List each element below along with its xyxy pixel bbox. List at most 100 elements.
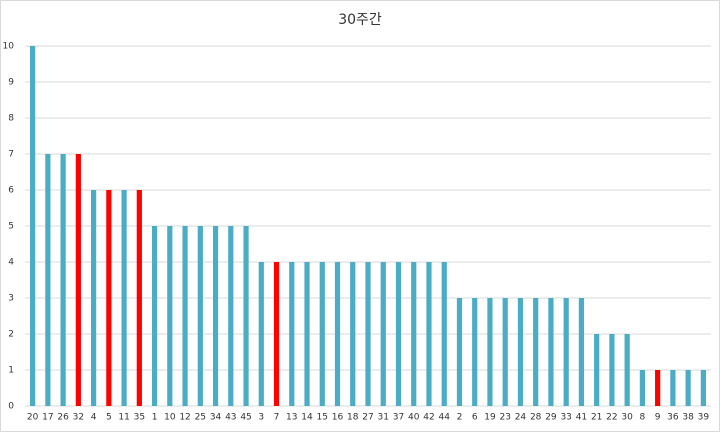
x-tick-label: 6 [472, 413, 478, 423]
bar [456, 298, 463, 406]
bar [258, 262, 264, 406]
bar [91, 190, 97, 406]
y-tick-label: 6 [8, 186, 14, 196]
bar [60, 154, 66, 406]
x-tick-label: 18 [347, 413, 359, 423]
x-tick-label: 24 [515, 413, 527, 423]
x-tick-label: 45 [240, 413, 251, 423]
bar [136, 190, 142, 406]
bar [304, 262, 310, 406]
bar [289, 262, 295, 406]
x-tick-label: 26 [57, 413, 69, 423]
x-tick-label: 7 [274, 413, 280, 423]
x-tick-label: 28 [530, 413, 542, 423]
y-tick-label: 10 [3, 42, 15, 52]
x-tick-label: 44 [438, 413, 450, 423]
x-tick-label: 32 [73, 413, 84, 423]
chart-title: 30주간 [338, 12, 382, 28]
x-tick-label: 9 [655, 413, 661, 423]
x-tick-label: 40 [408, 413, 420, 423]
y-tick-label: 4 [8, 258, 14, 268]
bar [426, 262, 432, 406]
y-tick-label: 2 [8, 330, 14, 340]
x-tick-label: 31 [378, 413, 389, 423]
bar [563, 298, 569, 406]
bar [670, 370, 676, 406]
x-tick-label: 38 [682, 413, 694, 423]
y-tick-label: 0 [8, 402, 14, 412]
x-tick-label: 15 [317, 413, 328, 423]
y-tick-label: 5 [8, 222, 14, 232]
x-tick-label: 35 [134, 413, 145, 423]
bar [609, 334, 615, 406]
bar [578, 298, 585, 406]
x-tick-label: 25 [195, 413, 206, 423]
x-tick-label: 4 [91, 413, 97, 423]
bar [624, 334, 630, 406]
y-tick-label: 1 [8, 366, 14, 376]
bar [243, 226, 249, 406]
x-tick-label: 21 [591, 413, 602, 423]
bar [655, 370, 661, 406]
bar [151, 226, 158, 406]
bar [273, 262, 280, 406]
x-tick-label: 33 [560, 413, 571, 423]
x-tick-label: 30 [621, 413, 633, 423]
y-tick-label: 9 [8, 78, 14, 88]
x-tick-label: 3 [258, 413, 264, 423]
bar [319, 262, 325, 406]
x-tick-label: 27 [362, 413, 373, 423]
y-tick-label: 8 [8, 114, 14, 124]
bar [334, 262, 341, 406]
bar [441, 262, 447, 406]
x-tick-label: 34 [210, 413, 222, 423]
x-tick-label: 14 [301, 413, 313, 423]
x-tick-label: 17 [42, 413, 53, 423]
bar [533, 298, 539, 406]
x-tick-label: 39 [698, 413, 710, 423]
x-tick-label: 20 [27, 413, 39, 423]
x-tick-label: 37 [393, 413, 404, 423]
bar [30, 46, 36, 406]
x-tick-label: 41 [576, 413, 587, 423]
bar [502, 298, 508, 406]
x-tick-label: 1 [152, 413, 158, 423]
bar [472, 298, 478, 406]
x-tick-label: 36 [667, 413, 679, 423]
bar [487, 298, 493, 406]
x-tick-label: 12 [179, 413, 190, 423]
x-tick-label: 43 [225, 413, 236, 423]
bar [75, 154, 81, 406]
x-tick-label: 13 [286, 413, 297, 423]
x-tick-label: 23 [499, 413, 510, 423]
x-tick-label: 29 [545, 413, 557, 423]
bar [350, 262, 356, 406]
bar [228, 226, 234, 406]
bar [700, 370, 706, 406]
bar [167, 226, 173, 406]
bar [212, 226, 219, 406]
bar [121, 190, 127, 406]
y-tick-label: 3 [8, 294, 14, 304]
bar [365, 262, 371, 406]
bar [197, 226, 203, 406]
bar [685, 370, 691, 406]
x-tick-label: 19 [484, 413, 496, 423]
bar [182, 226, 188, 406]
x-tick-label: 11 [118, 413, 129, 423]
x-tick-label: 42 [423, 413, 434, 423]
bar [45, 154, 51, 406]
bar [380, 262, 386, 406]
bar [411, 262, 417, 406]
x-tick-label: 10 [164, 413, 176, 423]
x-tick-label: 22 [606, 413, 617, 423]
y-tick-label: 7 [8, 150, 14, 160]
bar [548, 298, 554, 406]
bar [594, 334, 600, 406]
bar [395, 262, 402, 406]
x-tick-label: 16 [332, 413, 344, 423]
x-tick-label: 5 [106, 413, 112, 423]
x-tick-label: 8 [640, 413, 646, 423]
